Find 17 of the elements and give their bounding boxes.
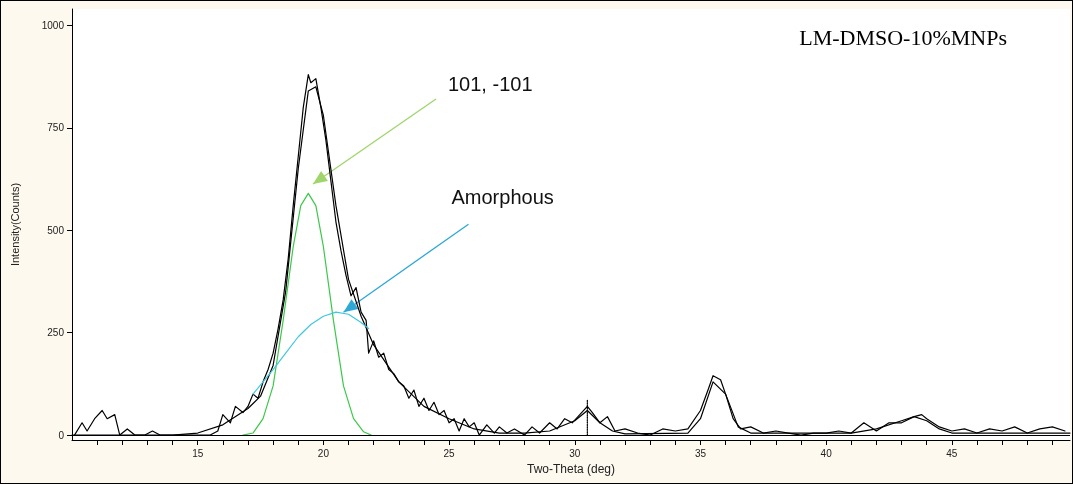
y-axis-title: Intensity(Counts) [8, 182, 21, 267]
y-tick-label: 0 [58, 429, 65, 441]
x-tick-label: 45 [946, 447, 958, 459]
annotation: Amorphous [451, 186, 554, 209]
x-tick-label: 35 [694, 447, 707, 459]
y-tick-label: 500 [47, 224, 65, 236]
y-tick-label: 1000 [41, 19, 65, 31]
x-tick-label: 30 [569, 447, 581, 459]
x-tick-label: 25 [443, 447, 456, 459]
annotation: 101, -101 [448, 73, 533, 95]
x-tick-label: 15 [192, 447, 204, 459]
x-tick-label: 40 [820, 447, 833, 459]
x-axis-title: Two-Theta (deg) [526, 461, 616, 476]
x-tick-label: 20 [317, 447, 330, 459]
y-tick-label: 750 [47, 122, 65, 134]
y-tick-label: 250 [47, 327, 65, 339]
text: LM-DMSO-10%MNPs [799, 24, 1007, 50]
